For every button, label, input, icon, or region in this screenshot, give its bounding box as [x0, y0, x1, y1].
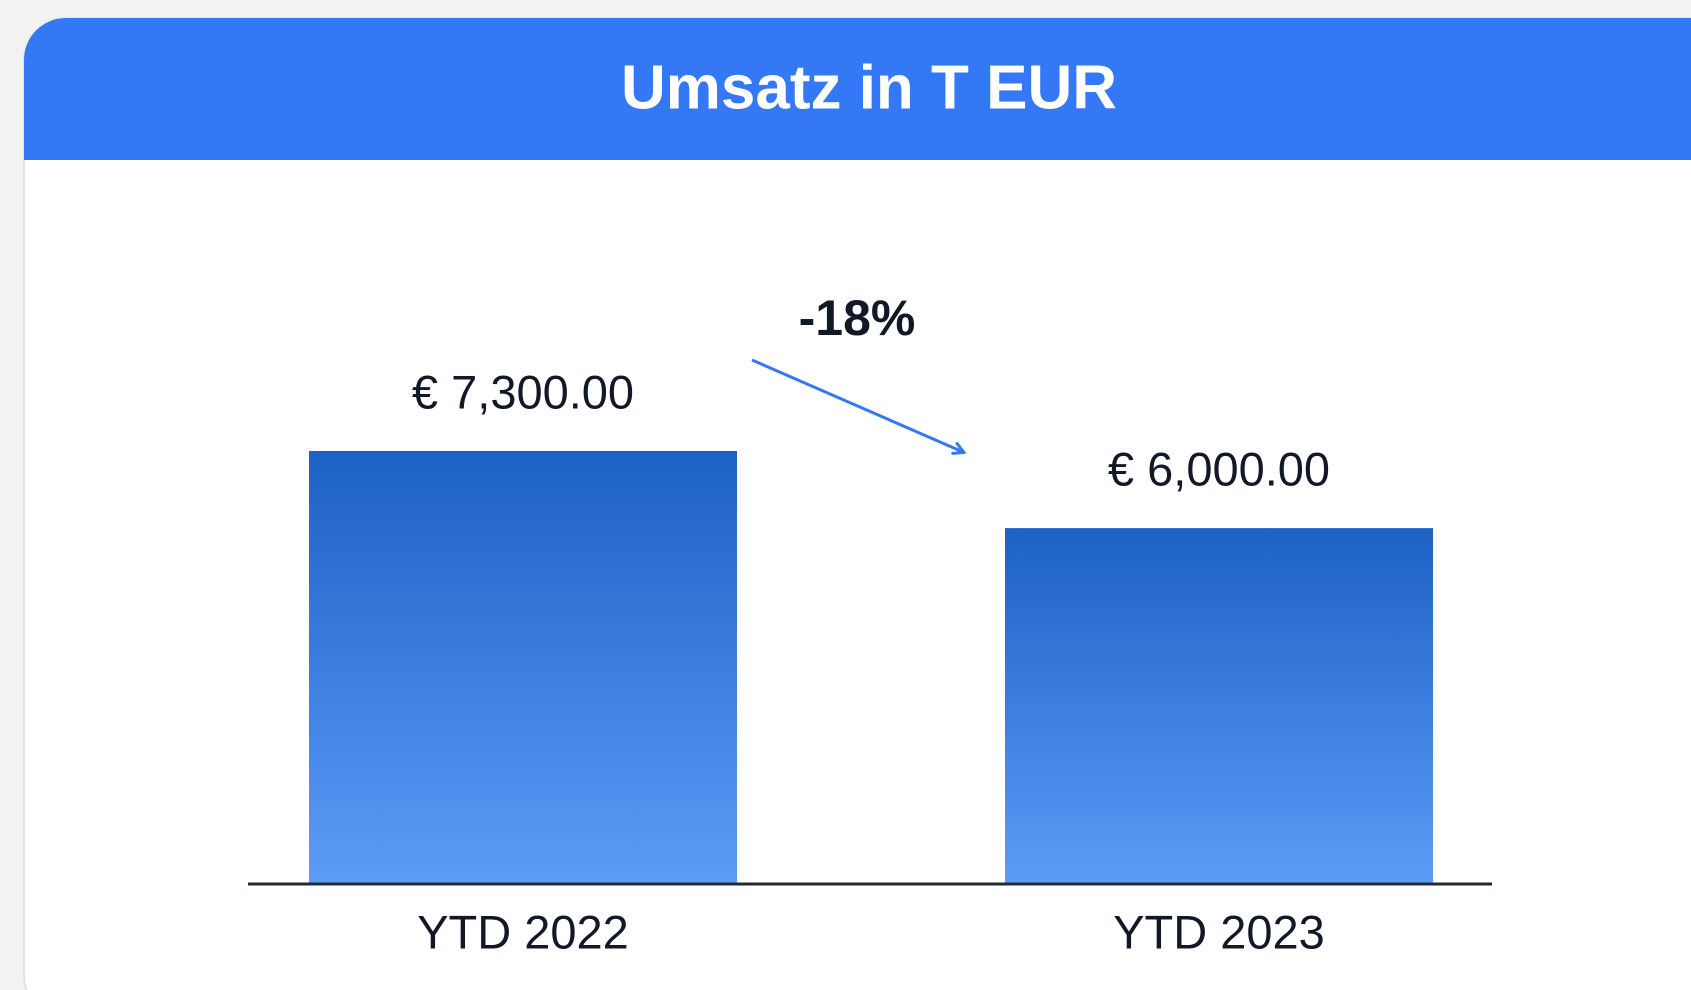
value-label: € 6,000.00: [1108, 443, 1330, 496]
bar: [309, 451, 737, 884]
value-label: € 7,300.00: [412, 365, 634, 418]
card-header: [24, 18, 1691, 160]
bar: [1005, 528, 1433, 884]
x-tick-label: YTD 2023: [1113, 905, 1325, 958]
change-annotation: -18%: [799, 290, 916, 346]
chart-title: Umsatz in T EUR: [621, 53, 1117, 122]
change-arrow: [751, 358, 963, 452]
card: [23, 17, 1691, 990]
x-tick-label: YTD 2022: [417, 905, 629, 958]
